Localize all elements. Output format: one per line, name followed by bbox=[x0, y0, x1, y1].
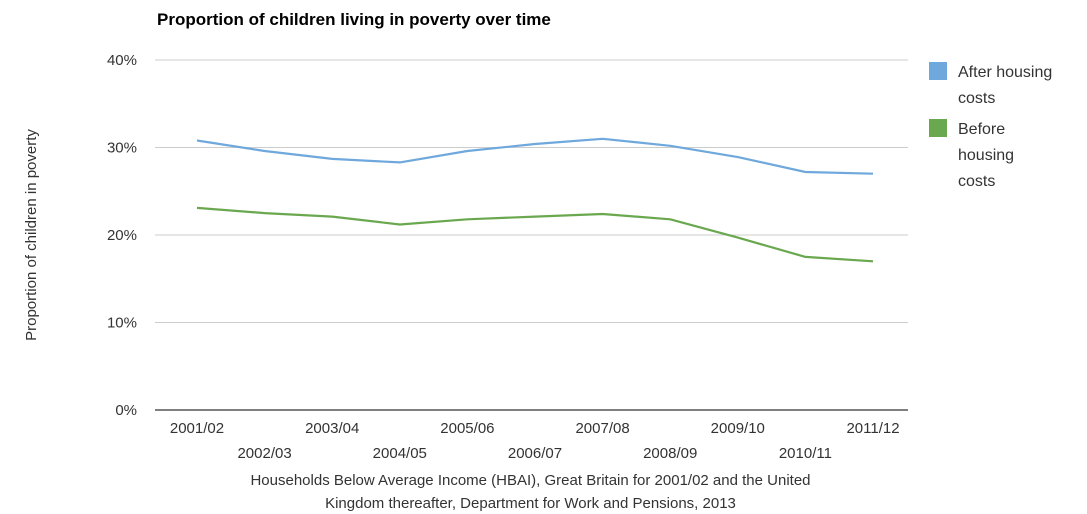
x-tick-label: 2006/07 bbox=[508, 445, 562, 462]
series-line-0 bbox=[196, 137, 874, 175]
y-tick-label: 0% bbox=[115, 402, 137, 419]
x-axis-title-line: Households Below Average Income (HBAI), … bbox=[250, 472, 810, 489]
legend-label: Before bbox=[958, 121, 1005, 138]
x-tick-label: 2007/08 bbox=[575, 420, 629, 437]
x-tick-label: 2008/09 bbox=[643, 445, 697, 462]
legend-swatch bbox=[929, 119, 947, 137]
x-axis-title: Households Below Average Income (HBAI), … bbox=[250, 472, 810, 512]
legend-label: After housing bbox=[958, 64, 1052, 81]
x-tick-label: 2002/03 bbox=[237, 445, 291, 462]
x-tick-label: 2010/11 bbox=[779, 445, 832, 462]
x-tick-label: 2004/05 bbox=[373, 445, 427, 462]
legend-label: costs bbox=[958, 90, 995, 107]
legend-label: housing bbox=[958, 147, 1014, 164]
x-tick-label: 2009/10 bbox=[711, 420, 765, 437]
series-lines bbox=[196, 137, 874, 263]
legend-swatch bbox=[929, 62, 947, 80]
x-tick-label: 2011/12 bbox=[846, 420, 899, 437]
y-axis-title: Proportion of children in poverty bbox=[23, 129, 40, 341]
x-axis-ticks: 2001/02 2002/03 2003/04 2004/05 2005/06 2006/… bbox=[170, 420, 900, 462]
y-tick-label: 20% bbox=[107, 227, 137, 244]
gridlines bbox=[155, 59, 908, 411]
legend: After housing costs Before housing costs bbox=[929, 62, 1052, 190]
x-axis-title-line: Kingdom thereafter, Department for Work … bbox=[325, 495, 736, 512]
series-line-1 bbox=[196, 206, 874, 263]
legend-label: costs bbox=[958, 173, 995, 190]
y-tick-label: 30% bbox=[107, 140, 137, 157]
x-tick-label: 2003/04 bbox=[305, 420, 359, 437]
y-tick-label: 40% bbox=[107, 52, 137, 69]
y-axis-ticks: 0% 10% 20% 30% 40% bbox=[107, 52, 137, 419]
x-tick-label: 2005/06 bbox=[440, 420, 494, 437]
chart-title: Proportion of children living in poverty… bbox=[157, 10, 551, 29]
x-tick-label: 2001/02 bbox=[170, 420, 224, 437]
y-tick-label: 10% bbox=[107, 315, 137, 332]
